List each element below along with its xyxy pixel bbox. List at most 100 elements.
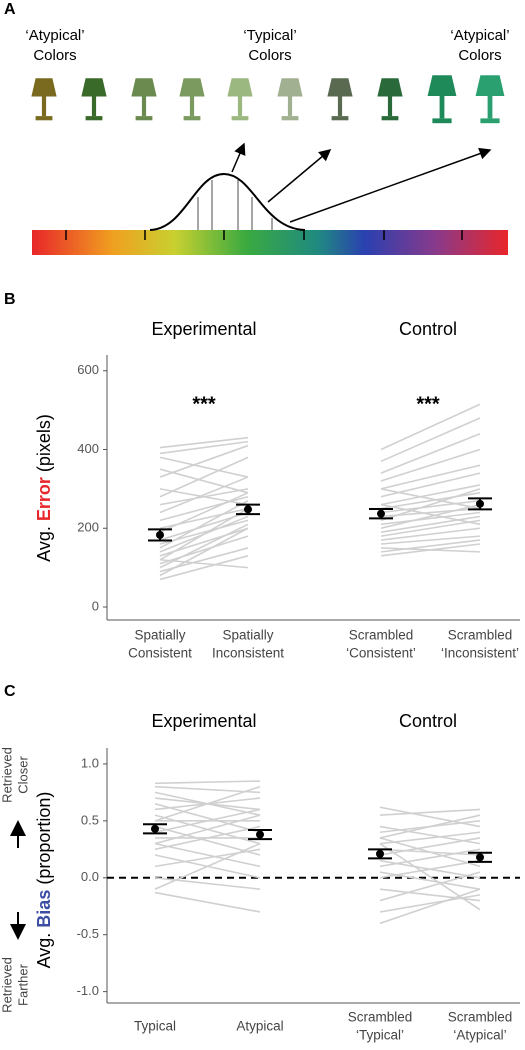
subject-line: [380, 511, 481, 526]
y-label-part: (pixels): [34, 414, 54, 472]
subject-line: [159, 456, 249, 498]
arrows: [231, 142, 492, 223]
x-tick-label: Typical: [134, 1019, 176, 1034]
subject-line: [380, 539, 481, 553]
x-tick-label: ‘Inconsistent’: [441, 646, 519, 661]
y-tick-label: 1.0: [81, 755, 99, 770]
subject-line: [379, 837, 481, 856]
subject-line: [154, 808, 261, 834]
x-tick-label: Scrambled: [348, 1010, 413, 1025]
subject-line: [380, 488, 481, 522]
lamps: [31, 75, 505, 124]
color-ticks: [65, 230, 463, 240]
x-tick-label: Scrambled: [349, 628, 414, 643]
subject-line: [380, 519, 481, 537]
direction-label: Closer: [15, 756, 30, 794]
y-label-part: Avg.: [34, 933, 54, 969]
y-tick-label: 0: [92, 598, 99, 613]
subject-line: [159, 495, 249, 522]
group-title: Control: [399, 319, 457, 339]
subject-line: [154, 825, 261, 856]
subject-line: [380, 433, 481, 474]
subject-line: [379, 859, 481, 879]
subject-line: [159, 507, 249, 530]
mean-point: [256, 830, 264, 839]
subject-line: [159, 527, 249, 577]
label: Colors: [33, 47, 76, 64]
panel-letter: A: [4, 1, 16, 18]
mean-point: [376, 849, 384, 858]
subject-line: [159, 456, 249, 478]
subject-line: [380, 492, 481, 510]
mean-point: [151, 824, 159, 833]
y-label-part: (proportion): [34, 792, 54, 885]
significance: ***: [416, 393, 440, 415]
label: ‘Atypical’: [450, 27, 509, 44]
subject-line: [380, 515, 481, 533]
y-label-part: Error: [34, 477, 54, 521]
panel-letter: C: [4, 683, 16, 700]
subject-line: [159, 555, 249, 581]
subject-line: [159, 476, 249, 514]
mean-point: [476, 853, 484, 862]
x-tick-label: Inconsistent: [212, 646, 284, 661]
subject-line: [379, 808, 481, 816]
subject-line: [380, 403, 481, 451]
subject-line: [379, 831, 481, 845]
color-bar: [32, 230, 508, 255]
y-label-part: Avg.: [34, 526, 54, 562]
mean-point: [244, 505, 252, 514]
significance: ***: [192, 393, 216, 415]
x-tick-label: ‘Atypical’: [453, 1028, 506, 1043]
subject-line: [380, 543, 481, 557]
gaussian: [149, 172, 306, 231]
subject-line: [154, 842, 261, 890]
subject-line: [159, 535, 249, 565]
mean-point: [476, 499, 484, 508]
x-tick-label: Atypical: [236, 1019, 283, 1034]
x-tick-label: ‘Typical’: [356, 1028, 404, 1043]
mean-point: [156, 530, 164, 539]
y-axis-label: Avg. Bias (proportion): [34, 792, 54, 969]
y-tick-label: -1.0: [77, 983, 99, 998]
y-tick-label: 0.5: [81, 812, 99, 827]
label: ‘Typical’: [243, 27, 296, 44]
subject-line: [154, 842, 261, 868]
y-tick-label: 400: [77, 441, 99, 456]
subject-line: [379, 888, 481, 925]
subject-line: [380, 448, 481, 482]
mean-point: [377, 509, 385, 518]
group-title: Experimental: [151, 711, 256, 731]
subject-line: [379, 848, 481, 856]
direction-label: Retrieved: [0, 957, 14, 1013]
y-axis-label: Avg. Error (pixels): [34, 414, 54, 562]
panel-letter: B: [4, 291, 16, 308]
subject-line: [154, 803, 261, 834]
y-tick-label: 600: [77, 362, 99, 377]
subject-line: [154, 814, 261, 845]
subject-line: [379, 894, 481, 913]
subject-line: [380, 484, 481, 506]
subject-line: [380, 417, 481, 463]
subject-line: [159, 507, 249, 561]
direction-label: Retrieved: [0, 747, 14, 803]
subject-line: [154, 785, 261, 794]
subject-line: [380, 503, 481, 530]
subject-line: [159, 444, 249, 478]
subject-line: [159, 436, 249, 449]
subject-line: [380, 503, 481, 526]
subject-line: [380, 488, 481, 510]
x-tick-label: Scrambled: [448, 628, 513, 643]
subject-line: [379, 842, 481, 911]
subject-line: [380, 499, 481, 514]
subject-line: [379, 848, 481, 868]
subject-line: [380, 464, 481, 490]
subject-line: [159, 499, 249, 549]
subject-line: [380, 527, 481, 541]
y-label-part: Bias: [34, 890, 54, 928]
subject-line: [154, 848, 261, 868]
subject-line: [159, 558, 249, 569]
subject-line: [159, 440, 249, 455]
